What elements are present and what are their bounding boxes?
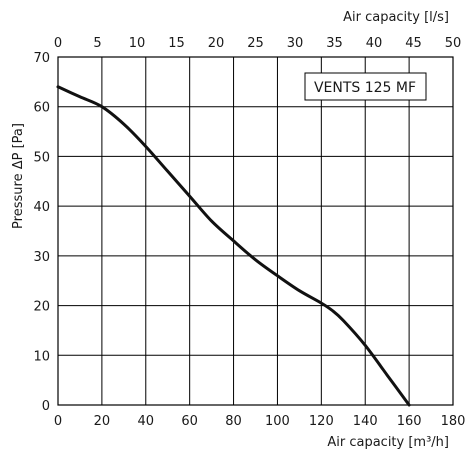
x-axis-label-top: Air capacity [l/s] — [343, 10, 449, 25]
y-tick-label: 10 — [33, 349, 50, 364]
x-tick-label: 140 — [353, 414, 378, 429]
x-top-tick-label: 15 — [168, 36, 185, 51]
y-tick-label: 0 — [42, 399, 50, 414]
x-tick-label: 60 — [181, 414, 198, 429]
x-top-tick-label: 25 — [247, 36, 264, 51]
x-axis-label-bottom: Air capacity [m³/h] — [327, 435, 449, 450]
y-tick-label: 70 — [33, 51, 50, 66]
x-top-tick-label: 50 — [445, 36, 462, 51]
x-top-tick-label: 30 — [287, 36, 304, 51]
y-tick-label: 50 — [33, 150, 50, 165]
y-tick-label: 40 — [33, 200, 50, 215]
grid — [57, 56, 454, 406]
y-axis-label: Pressure ΔP [Pa] — [11, 123, 26, 229]
x-top-tick-label: 10 — [129, 36, 146, 51]
x-tick-label: 180 — [441, 414, 465, 429]
y-tick-label: 30 — [33, 250, 50, 265]
legend-label: VENTS 125 MF — [314, 80, 416, 96]
x-top-tick-label: 0 — [54, 36, 62, 51]
x-top-tick-label: 45 — [405, 36, 422, 51]
y-tick-label: 20 — [33, 300, 50, 315]
x-tick-label: 0 — [54, 414, 62, 429]
x-tick-label: 100 — [265, 414, 290, 429]
x-tick-label: 160 — [397, 414, 422, 429]
x-top-tick-label: 35 — [326, 36, 343, 51]
x-top-tick-label: 40 — [366, 36, 383, 51]
legend: VENTS 125 MF — [304, 72, 427, 101]
x-top-tick-label: 20 — [208, 36, 225, 51]
plot-frame — [57, 56, 454, 406]
legend-box — [304, 72, 427, 101]
x-tick-label: 120 — [309, 414, 334, 429]
x-tick-label: 40 — [138, 414, 155, 429]
series-layer — [56, 85, 411, 407]
x-top-tick-label: 5 — [93, 36, 101, 51]
x-tick-label: 80 — [225, 414, 242, 429]
x-tick-label: 20 — [94, 414, 111, 429]
y-tick-label: 60 — [33, 101, 50, 116]
series-line — [56, 85, 411, 407]
